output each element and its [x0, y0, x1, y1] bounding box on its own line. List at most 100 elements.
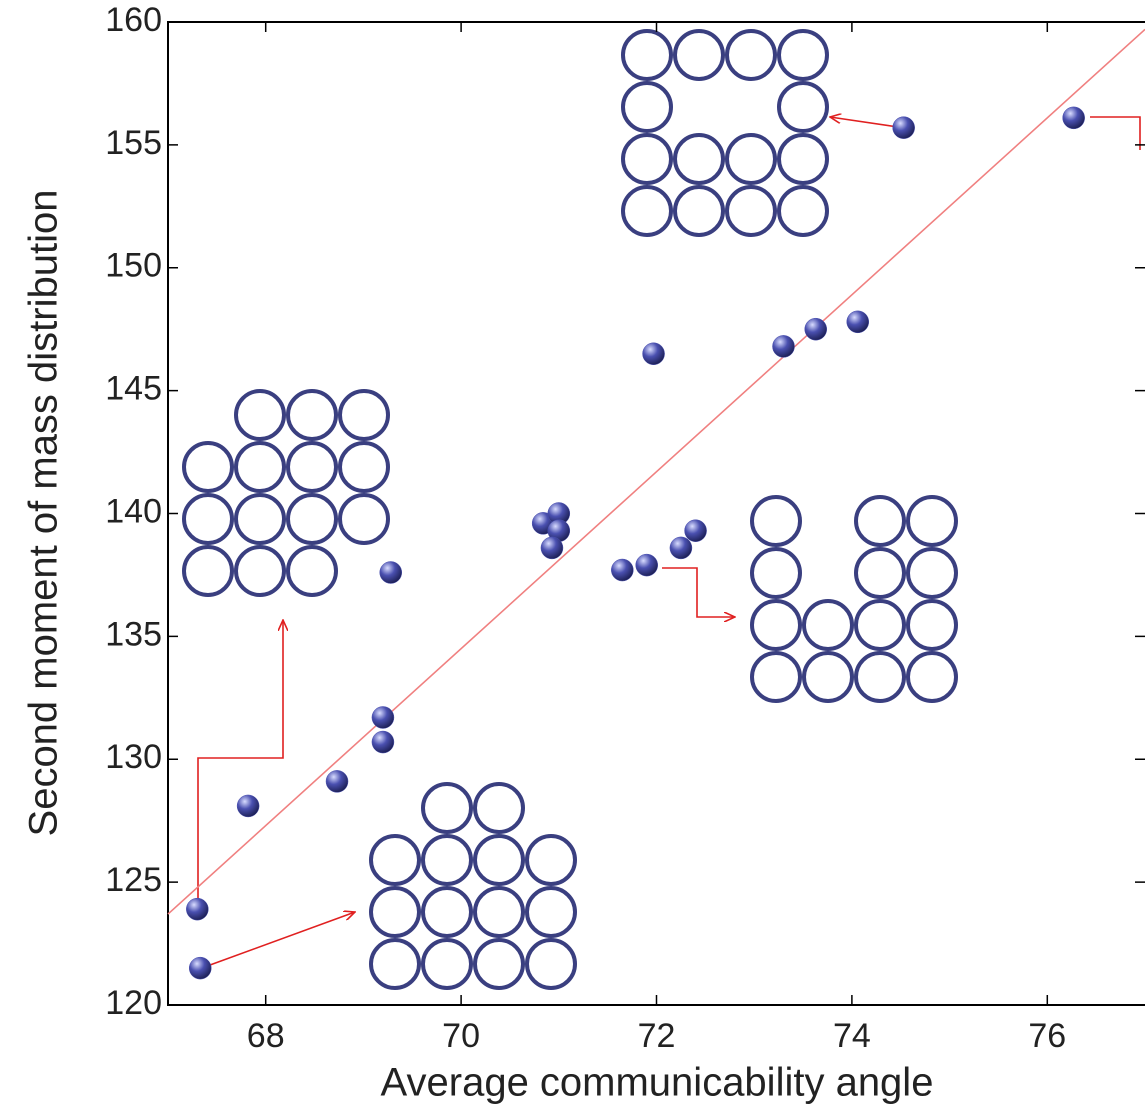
inset-ring	[750, 495, 802, 547]
point	[188, 956, 212, 980]
inset-ring	[906, 495, 958, 547]
inset-ring	[182, 545, 234, 597]
inset-ring	[473, 782, 525, 834]
inset-ring	[750, 651, 802, 703]
inset-ring	[286, 545, 338, 597]
inset-ring	[234, 493, 286, 545]
inset-ring	[854, 547, 906, 599]
inset-ring	[338, 389, 390, 441]
inset-ring	[182, 441, 234, 493]
point	[186, 897, 209, 921]
point	[892, 116, 915, 139]
point	[371, 730, 395, 754]
inset-ring	[750, 547, 802, 599]
inset-ring	[621, 185, 673, 237]
y-tick-label: 150	[105, 247, 162, 285]
trend-line	[167, 28, 1145, 915]
insets	[182, 29, 958, 990]
inset-ring	[777, 185, 829, 237]
arrow	[830, 117, 899, 128]
inset-ring	[286, 493, 338, 545]
inset-ring	[369, 886, 421, 938]
inset-ring	[777, 29, 829, 81]
point	[540, 536, 564, 560]
point	[772, 335, 795, 358]
point	[684, 519, 707, 542]
inset-ring	[621, 81, 673, 133]
point	[1062, 106, 1085, 130]
inset-ring	[621, 133, 673, 185]
x-axis-label: Average communicability angle	[381, 1061, 934, 1105]
inset-ring	[286, 441, 338, 493]
x-tick-label: 72	[638, 1017, 676, 1055]
point	[371, 706, 395, 729]
x-tick-label: 76	[1028, 1017, 1066, 1055]
x-tick-label: 74	[833, 1017, 871, 1055]
inset-ring	[802, 599, 854, 651]
inset-ring	[234, 545, 286, 597]
inset-ring	[234, 389, 286, 441]
y-tick-label: 155	[105, 124, 162, 162]
x-tick-label: 68	[247, 1017, 285, 1055]
y-tick-label: 145	[105, 370, 162, 408]
inset-ring	[621, 29, 673, 81]
inset-ring	[421, 782, 473, 834]
point	[325, 770, 349, 793]
inset-ring	[673, 29, 725, 81]
y-tick-label: 140	[105, 492, 162, 530]
inset-ring	[473, 938, 525, 990]
point	[804, 317, 828, 341]
inset-ring	[802, 651, 854, 703]
inset-ring	[421, 938, 473, 990]
inset-ring	[182, 493, 234, 545]
y-axis-label: Second moment of mass distribution	[22, 190, 66, 837]
inset-ring	[854, 651, 906, 703]
inset-ring	[673, 185, 725, 237]
point	[642, 342, 665, 366]
inset-ring	[906, 547, 958, 599]
inset-ring	[777, 133, 829, 185]
point	[635, 553, 658, 577]
inset-ring	[906, 651, 958, 703]
inset-ring	[725, 185, 777, 237]
inset-ring	[369, 834, 421, 886]
inset-ring	[725, 29, 777, 81]
arrow	[197, 620, 283, 900]
point	[669, 536, 693, 560]
inset-ring	[473, 886, 525, 938]
inset-ring	[777, 81, 829, 133]
inset-ring	[234, 441, 286, 493]
arrow	[209, 912, 355, 966]
y-tick-label: 130	[105, 738, 162, 776]
inset-ring	[906, 599, 958, 651]
inset-ring	[725, 133, 777, 185]
inset-ring	[473, 834, 525, 886]
inset-ring	[369, 938, 421, 990]
inset-ring	[750, 599, 802, 651]
inset-ring	[421, 886, 473, 938]
y-tick-label: 160	[105, 1, 162, 39]
inset-ring	[338, 441, 390, 493]
point	[846, 310, 870, 334]
y-tick-label: 125	[105, 861, 162, 899]
inset-ring	[421, 834, 473, 886]
x-tick-label: 70	[442, 1017, 480, 1055]
inset-ring	[673, 133, 725, 185]
inset-ring	[338, 493, 390, 545]
inset-ring	[525, 938, 577, 990]
inset-ring	[854, 599, 906, 651]
point	[236, 794, 260, 818]
inset-ring	[525, 886, 577, 938]
y-tick-label: 120	[105, 984, 162, 1022]
point	[379, 561, 403, 584]
inset-ring	[525, 834, 577, 886]
y-tick-label: 135	[105, 615, 162, 653]
arrow	[1090, 116, 1141, 150]
arrows	[197, 116, 1141, 966]
plot-frame	[167, 21, 1145, 1006]
inset-ring	[286, 389, 338, 441]
inset-ring	[854, 495, 906, 547]
arrow	[662, 567, 735, 617]
point	[611, 558, 634, 582]
